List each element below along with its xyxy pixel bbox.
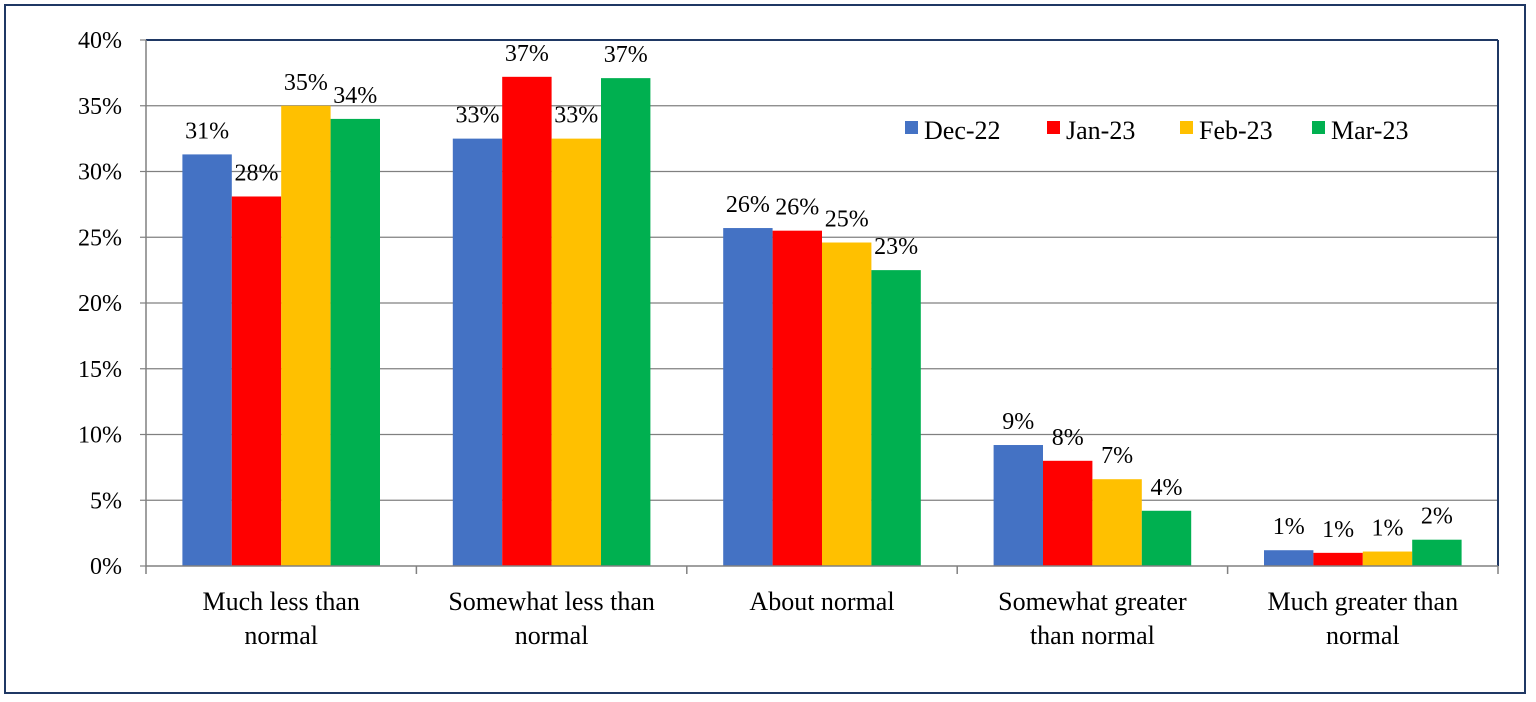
- bar-jan-23-2: [772, 230, 822, 567]
- data-label: 34%: [333, 83, 377, 109]
- data-labels: 31% 33% 26% 9% 1% 28% 37% 26% 8% 1% 35% 33% 25% 7% 1% 3…: [185, 41, 1453, 543]
- legend-label: Dec-22: [924, 116, 1001, 145]
- bar-jan-23-1: [502, 76, 552, 566]
- data-label: 25%: [825, 207, 869, 233]
- data-label: 1%: [1372, 516, 1404, 542]
- bar-feb-23-1: [551, 138, 601, 566]
- x-category-label: than normal: [1030, 621, 1155, 650]
- legend-label: Jan-23: [1066, 116, 1135, 145]
- data-label: 37%: [505, 41, 549, 67]
- legend-swatch-feb-23: [1180, 121, 1193, 134]
- data-label: 7%: [1101, 443, 1133, 469]
- x-category-label: Somewhat less than: [448, 587, 655, 616]
- bar-mar-23-2: [871, 270, 921, 566]
- data-label: 28%: [235, 160, 279, 186]
- bar-mar-23-3: [1141, 510, 1192, 566]
- data-label: 23%: [874, 234, 918, 260]
- data-label: 33%: [456, 103, 500, 129]
- legend-swatch-jan-23: [1047, 121, 1060, 134]
- data-label: 9%: [1002, 409, 1034, 435]
- bar-mar-23-1: [601, 78, 651, 566]
- bar-dec-22-0: [182, 154, 232, 566]
- y-tick-label: 25%: [78, 225, 122, 251]
- y-tick-label: 20%: [78, 291, 122, 317]
- data-label: 1%: [1273, 514, 1305, 540]
- x-category-labels: Much less than normal Somewhat less than no…: [202, 587, 1458, 650]
- bar-jan-23-0: [231, 196, 282, 567]
- data-label: 8%: [1052, 425, 1084, 451]
- y-tick-label: 15%: [78, 357, 122, 383]
- legend-swatch-mar-23: [1312, 121, 1325, 134]
- x-category-label: Much greater than: [1268, 587, 1459, 616]
- x-category-label: normal: [1326, 621, 1400, 650]
- y-tick-labels: 0% 5% 10% 15% 20% 25% 30% 35% 40%: [78, 28, 122, 580]
- data-label: 1%: [1322, 517, 1354, 543]
- data-label: 33%: [554, 103, 598, 129]
- bar-jan-23-4: [1313, 552, 1363, 566]
- bar-feb-23-0: [281, 105, 331, 566]
- y-tick-label: 35%: [78, 94, 122, 120]
- y-tick-label: 10%: [78, 423, 122, 449]
- bar-dec-22-4: [1264, 550, 1314, 566]
- data-label: 35%: [284, 70, 328, 96]
- y-tick-label: 40%: [78, 28, 122, 54]
- axes: [140, 39, 1499, 574]
- bars: [182, 76, 1462, 567]
- y-tick-label: 5%: [90, 488, 122, 514]
- data-label: 37%: [604, 42, 648, 68]
- bar-feb-23-4: [1362, 551, 1413, 566]
- data-label: 26%: [775, 195, 819, 221]
- data-label: 31%: [185, 118, 229, 144]
- legend: Dec-22 Jan-23 Feb-23 Mar-23: [905, 116, 1408, 145]
- data-label: 26%: [726, 192, 770, 218]
- bar-dec-22-2: [723, 228, 773, 567]
- x-category-label: About normal: [749, 587, 894, 616]
- legend-label: Mar-23: [1331, 116, 1408, 145]
- y-tick-label: 30%: [78, 160, 122, 186]
- bar-jan-23-3: [1043, 460, 1093, 566]
- x-category-label: Somewhat greater: [998, 587, 1187, 616]
- bar-dec-22-3: [993, 445, 1043, 566]
- bar-dec-22-1: [452, 138, 503, 566]
- y-tick-label: 0%: [90, 554, 122, 580]
- bar-mar-23-4: [1412, 539, 1462, 566]
- bar-feb-23-2: [822, 242, 872, 566]
- x-category-label: normal: [515, 621, 589, 650]
- legend-swatch-dec-22: [905, 121, 918, 134]
- x-category-label: normal: [244, 621, 318, 650]
- bar-feb-23-3: [1092, 479, 1142, 566]
- data-label: 2%: [1421, 504, 1453, 530]
- data-label: 4%: [1151, 475, 1183, 501]
- bar-mar-23-0: [330, 118, 380, 567]
- x-category-label: Much less than: [202, 587, 359, 616]
- legend-label: Feb-23: [1199, 116, 1273, 145]
